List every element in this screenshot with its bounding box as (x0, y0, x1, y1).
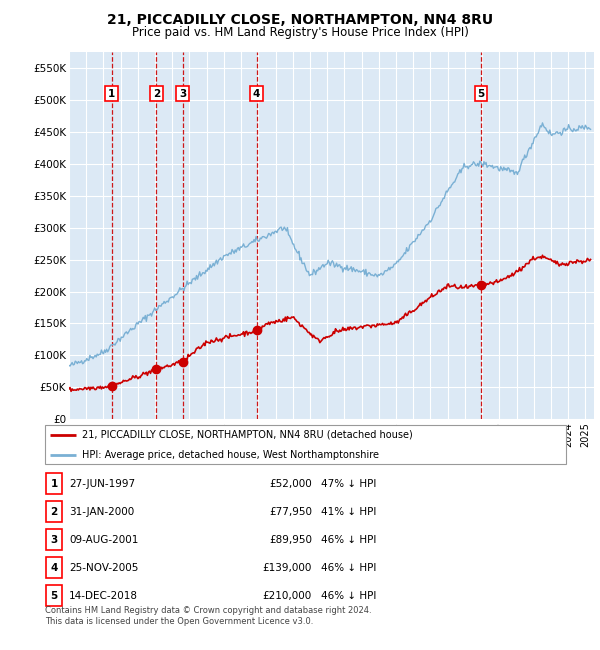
Text: 4: 4 (50, 563, 58, 573)
Text: HPI: Average price, detached house, West Northamptonshire: HPI: Average price, detached house, West… (82, 450, 379, 460)
Text: 5: 5 (478, 88, 485, 99)
Text: 2: 2 (50, 507, 58, 517)
Text: 5: 5 (50, 591, 58, 601)
Text: £77,950: £77,950 (269, 507, 312, 517)
Text: £89,950: £89,950 (269, 535, 312, 545)
FancyBboxPatch shape (46, 501, 62, 523)
Text: 3: 3 (50, 535, 58, 545)
Text: Contains HM Land Registry data © Crown copyright and database right 2024.
This d: Contains HM Land Registry data © Crown c… (45, 606, 371, 626)
Text: Price paid vs. HM Land Registry's House Price Index (HPI): Price paid vs. HM Land Registry's House … (131, 26, 469, 39)
Text: 2: 2 (153, 88, 160, 99)
Text: 27-JUN-1997: 27-JUN-1997 (69, 479, 135, 489)
Text: 41% ↓ HPI: 41% ↓ HPI (321, 507, 376, 517)
Text: 46% ↓ HPI: 46% ↓ HPI (321, 563, 376, 573)
FancyBboxPatch shape (46, 585, 62, 606)
Text: 46% ↓ HPI: 46% ↓ HPI (321, 591, 376, 601)
Text: 1: 1 (108, 88, 115, 99)
Text: £210,000: £210,000 (263, 591, 312, 601)
Text: 46% ↓ HPI: 46% ↓ HPI (321, 535, 376, 545)
Text: 3: 3 (179, 88, 186, 99)
Text: 21, PICCADILLY CLOSE, NORTHAMPTON, NN4 8RU (detached house): 21, PICCADILLY CLOSE, NORTHAMPTON, NN4 8… (82, 430, 412, 439)
FancyBboxPatch shape (46, 529, 62, 551)
Text: 4: 4 (253, 88, 260, 99)
Text: 09-AUG-2001: 09-AUG-2001 (69, 535, 139, 545)
Text: £52,000: £52,000 (269, 479, 312, 489)
FancyBboxPatch shape (44, 425, 566, 464)
Text: 14-DEC-2018: 14-DEC-2018 (69, 591, 138, 601)
Text: £139,000: £139,000 (263, 563, 312, 573)
Text: 1: 1 (50, 479, 58, 489)
Text: 21, PICCADILLY CLOSE, NORTHAMPTON, NN4 8RU: 21, PICCADILLY CLOSE, NORTHAMPTON, NN4 8… (107, 13, 493, 27)
Text: 31-JAN-2000: 31-JAN-2000 (69, 507, 134, 517)
FancyBboxPatch shape (46, 557, 62, 578)
Text: 47% ↓ HPI: 47% ↓ HPI (321, 479, 376, 489)
FancyBboxPatch shape (46, 473, 62, 495)
Text: 25-NOV-2005: 25-NOV-2005 (69, 563, 139, 573)
